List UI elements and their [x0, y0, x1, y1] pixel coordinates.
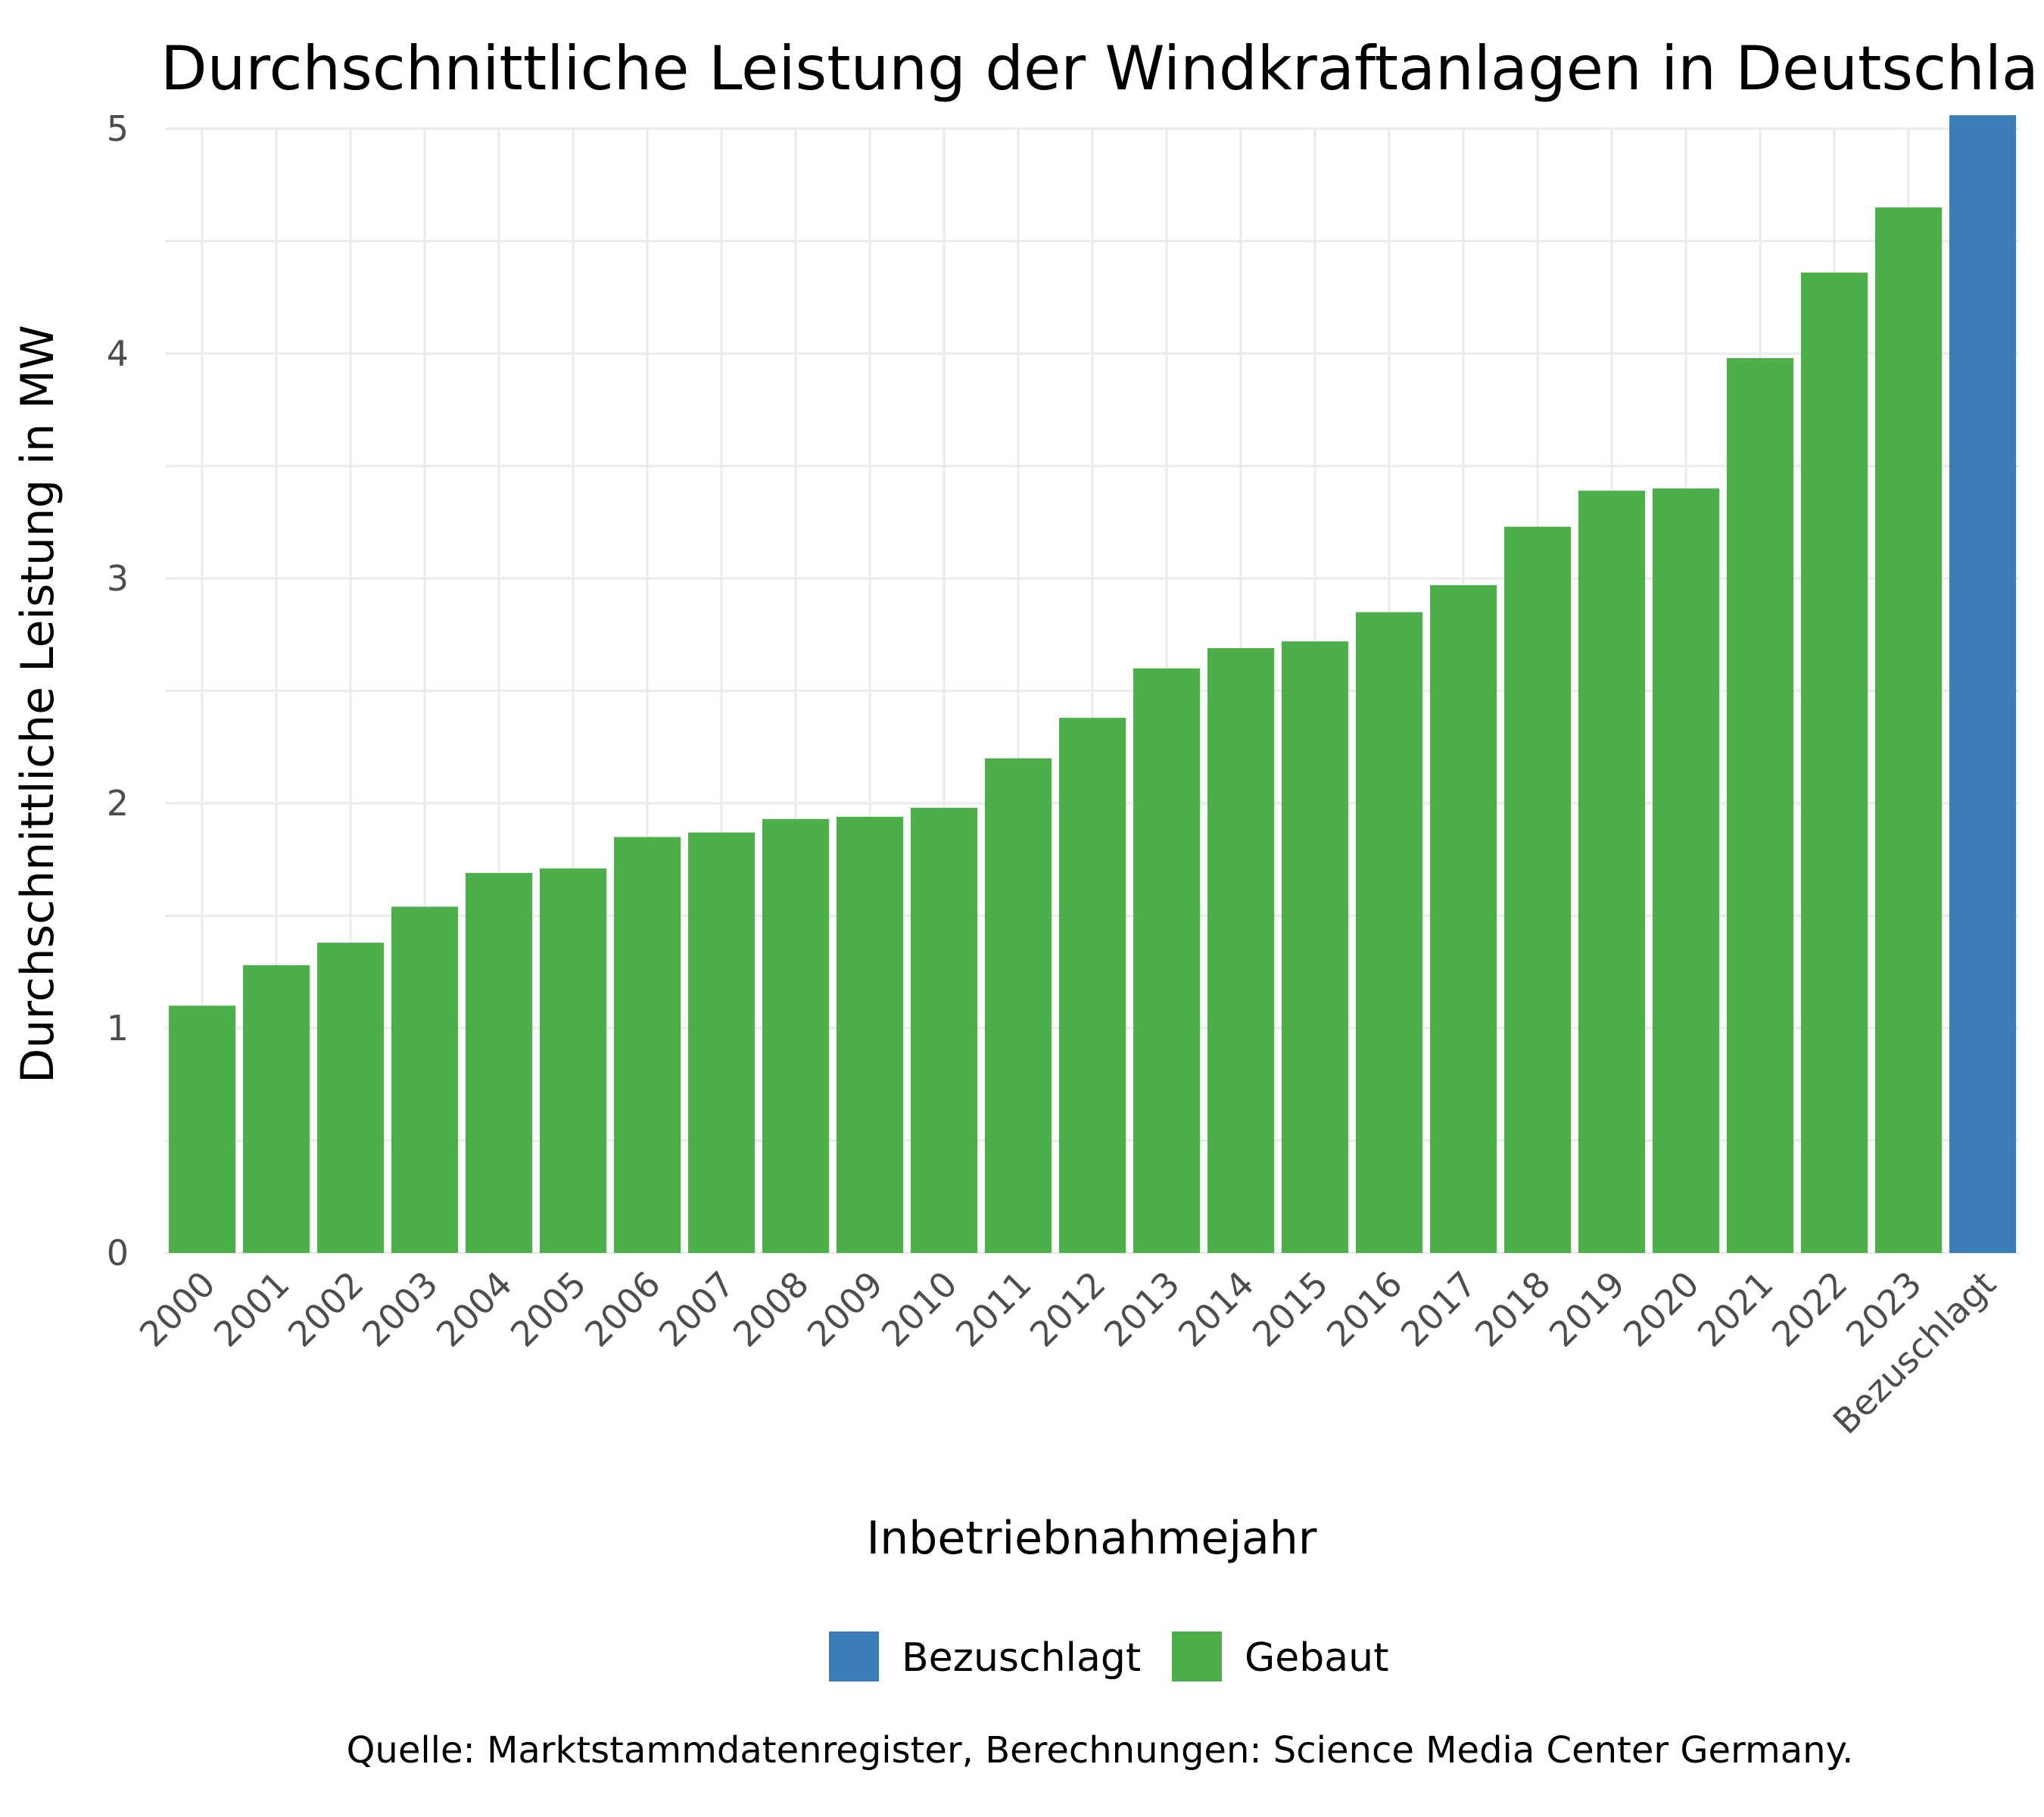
x-tick-label: 2012 — [1022, 1264, 1114, 1355]
bar-bezuschlagt — [1949, 115, 2017, 1254]
x-tick-label: 2013 — [1096, 1264, 1188, 1355]
x-tick-label: 2000 — [132, 1264, 223, 1355]
bar-2010 — [910, 807, 978, 1253]
x-tick-label: 2006 — [577, 1264, 668, 1355]
x-tick-label: 2015 — [1245, 1264, 1336, 1355]
bar-2001 — [242, 965, 310, 1253]
x-tick-label: 2005 — [503, 1264, 594, 1355]
legend: Bezuschlagt Gebaut — [829, 1632, 1389, 1681]
legend-label-gebaut: Gebaut — [1245, 1635, 1389, 1681]
bar-2013 — [1133, 668, 1201, 1253]
x-tick-label: 2008 — [725, 1264, 817, 1355]
bar-2009 — [836, 816, 904, 1253]
x-tick-label: 2011 — [948, 1264, 1039, 1355]
x-tick-label: 2004 — [428, 1264, 520, 1355]
source-caption: Quelle: Marktstammdatenregister, Berechn… — [347, 1729, 1854, 1772]
x-axis-ticks: 2000200120022003200420052006200720082009… — [132, 1264, 2004, 1442]
x-tick-label: 2019 — [1541, 1264, 1633, 1355]
bar-2011 — [984, 758, 1052, 1253]
x-tick-label: 2001 — [206, 1264, 298, 1355]
x-tick-label: 2021 — [1690, 1264, 1781, 1355]
y-axis-title: Durchschnittliche Leistung in MW — [11, 325, 64, 1083]
x-tick-label: 2007 — [651, 1264, 743, 1355]
y-tick-label: 1 — [107, 1008, 129, 1049]
x-tick-label: 2002 — [280, 1264, 372, 1355]
y-axis-ticks: 0 1 2 3 4 5 — [107, 108, 129, 1273]
bar-2002 — [316, 943, 385, 1253]
bar-2005 — [539, 868, 607, 1253]
bars — [168, 115, 2017, 1254]
x-tick-label: 2010 — [874, 1264, 965, 1355]
legend-swatch-bezuschlagt — [829, 1632, 879, 1681]
x-tick-label: 2003 — [354, 1264, 446, 1355]
x-tick-label: 2022 — [1764, 1264, 1855, 1355]
x-tick-label: 2016 — [1319, 1264, 1410, 1355]
bar-2018 — [1503, 526, 1572, 1253]
bar-2023 — [1874, 207, 1943, 1254]
x-tick-label: 2017 — [1393, 1264, 1485, 1355]
legend-label-bezuschlagt: Bezuschlagt — [902, 1635, 1141, 1681]
bar-2017 — [1429, 584, 1497, 1253]
bar-2006 — [613, 837, 681, 1253]
bar-2014 — [1207, 648, 1275, 1253]
bar-2022 — [1800, 273, 1868, 1254]
legend-swatch-gebaut — [1172, 1632, 1222, 1681]
y-tick-label: 3 — [107, 558, 129, 599]
bar-2016 — [1355, 612, 1423, 1253]
x-tick-label: 2014 — [1170, 1264, 1262, 1355]
bar-2008 — [762, 818, 830, 1253]
bar-2003 — [391, 906, 459, 1253]
y-tick-label: 2 — [107, 783, 129, 824]
bar-2012 — [1058, 718, 1126, 1253]
bar-2000 — [168, 1005, 236, 1253]
x-tick-label: 2018 — [1467, 1264, 1559, 1355]
y-tick-label: 0 — [107, 1233, 129, 1273]
bar-2019 — [1578, 491, 1646, 1253]
x-tick-label: 2009 — [799, 1264, 891, 1355]
bar-2020 — [1652, 488, 1720, 1253]
x-axis-title: Inbetriebnahmejahr — [867, 1512, 1317, 1565]
x-tick-label: 2020 — [1616, 1264, 1707, 1355]
y-tick-label: 4 — [107, 333, 129, 374]
bar-2004 — [465, 873, 533, 1253]
bar-2015 — [1281, 641, 1349, 1253]
chart-title: Durchschnittliche Leistung der Windkraft… — [160, 33, 2044, 104]
y-tick-label: 5 — [107, 108, 129, 149]
bar-2021 — [1726, 357, 1794, 1254]
bar-2007 — [687, 832, 756, 1253]
